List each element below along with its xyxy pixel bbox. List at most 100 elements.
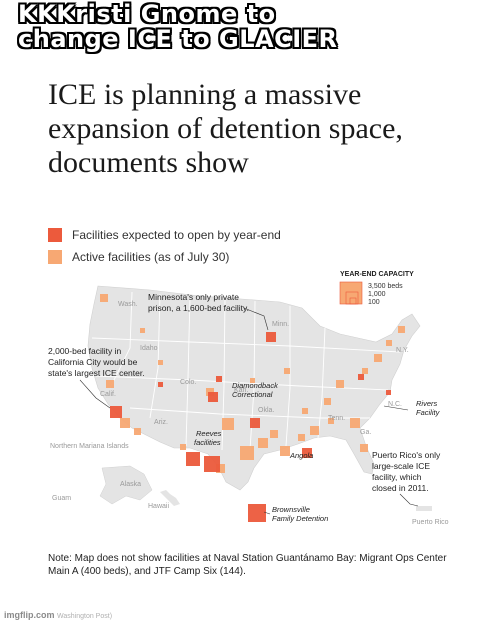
detention-map: Wash. Idaho Colo. Ariz. Minn. Kan. Okla.… [40,268,480,536]
callout-leader [263,511,271,515]
swatch-opening [48,228,62,242]
state-label: Calif. [100,391,116,398]
facility-marker [222,418,234,430]
callout-text: closed in 2011. [372,483,429,493]
state-label: Tenn. [328,415,345,422]
facility-marker [100,294,108,302]
state-label: Kan. [234,387,248,394]
legend-item-active: Active facilities (as of July 30) [48,246,281,268]
facility-marker [140,328,145,333]
facility-marker [240,446,254,460]
facility-marker [302,408,308,414]
state-label: Minn. [272,321,289,328]
facility-marker [360,444,368,452]
callout-text: California City would be [48,357,138,367]
callout-text: facility, which [372,472,422,482]
state-label: Ariz. [154,419,168,426]
map-note: Note: Map does not show facilities at Na… [48,553,447,577]
capacity-swatch [349,297,357,305]
facility-marker [180,444,186,450]
legend-label-opening: Facilities expected to open by year-end [72,228,281,242]
facility-name: Diamondback [232,381,279,390]
facility-marker [386,340,392,346]
opening-facilities [110,332,391,522]
callout-text: 2,000-bed facility in [48,346,122,356]
facility-marker [216,376,222,382]
facility-marker [280,446,290,456]
facility-marker [374,354,382,362]
territory-label: Guam [52,495,71,502]
facility-marker [186,452,200,466]
facility-marker [298,434,305,441]
headline: ICE is planning a massive expansion of d… [48,78,403,179]
capacity-swatch [339,281,363,305]
territory-label: Puerto Rico [412,519,449,526]
facility-marker [134,428,141,435]
facility-marker [250,418,260,428]
facility-marker [362,368,368,374]
facility-name: Facility [416,408,441,417]
state-label: Idaho [140,345,158,352]
facility-marker [302,448,312,458]
facility-marker [324,398,331,405]
callout-leader [399,493,419,507]
state-label: Wash. [118,301,138,308]
facility-marker [270,430,278,438]
facility-marker [120,418,130,428]
callout-text: Minnesota's only private [148,292,239,302]
facility-marker [204,456,220,472]
facility-marker [336,380,344,388]
territory-label: Northern Mariana Islands [50,443,129,450]
facility-marker [250,378,255,383]
facility-marker [208,392,218,402]
facility-marker [158,360,163,365]
facility-name: Reeves [196,429,222,438]
hawaii-shape [160,490,180,506]
territory-label: Alaska [120,481,141,488]
source-credit: Washington Post) [57,613,113,620]
facility-name: facilities [194,438,221,447]
callout-minnesota: Minnesota's only private prison, a 1,600… [148,292,269,331]
facility-marker [386,390,391,395]
callout-text: prison, a 1,600-bed facility. [148,303,249,313]
facility-marker [350,418,360,428]
callout-leader [383,405,409,411]
swatch-active [48,250,62,264]
state-label: Okla. [258,407,274,414]
facility-marker [266,332,276,342]
callout-leader [79,379,111,409]
facility-marker [310,426,319,435]
state-label: N.Y. [396,347,409,354]
facility-marker [358,374,364,380]
capacity-value: 1,000 [368,291,386,298]
callout-puerto-rico: Puerto Rico's only large-scale ICE facil… [372,450,441,507]
facility-legend: Facilities expected to open by year-end … [48,224,281,268]
facility-name: Rivers [416,399,438,408]
facility-marker [110,406,122,418]
puerto-rico-shape [416,506,432,511]
callout-leader [243,307,269,331]
callout-text: state's largest ICE center. [48,368,145,378]
territory-label: Hawaii [148,503,169,510]
legend-label-active: Active facilities (as of July 30) [72,250,230,264]
state-label: N.C. [388,401,402,408]
capacity-value: 3,500 beds [368,283,403,290]
watermark: imgflip.com Washington Post) [4,610,112,620]
callout-text: Puerto Rico's only [372,450,441,460]
facility-marker [158,382,163,387]
state-label: Colo. [180,379,196,386]
legend-item-opening: Facilities expected to open by year-end [48,224,281,246]
facility-marker [106,380,114,388]
state-label: Ga. [360,429,371,436]
facility-name: Angola [289,451,313,460]
facility-name: Brownsville [272,505,310,514]
us-map-svg: Wash. Idaho Colo. Ariz. Minn. Kan. Okla.… [48,271,449,526]
meme-caption: KKKristi Gnome to change ICE to GLACIER [18,0,338,53]
callout-text: large-scale ICE [372,461,430,471]
callout-california: 2,000-bed facility in California City wo… [48,346,145,409]
facility-marker [258,438,268,448]
facility-name: Correctional [232,390,273,399]
imgflip-brand: imgflip.com [4,610,55,620]
facility-name: Family Detention [272,514,328,523]
capacity-value: 100 [368,299,380,306]
